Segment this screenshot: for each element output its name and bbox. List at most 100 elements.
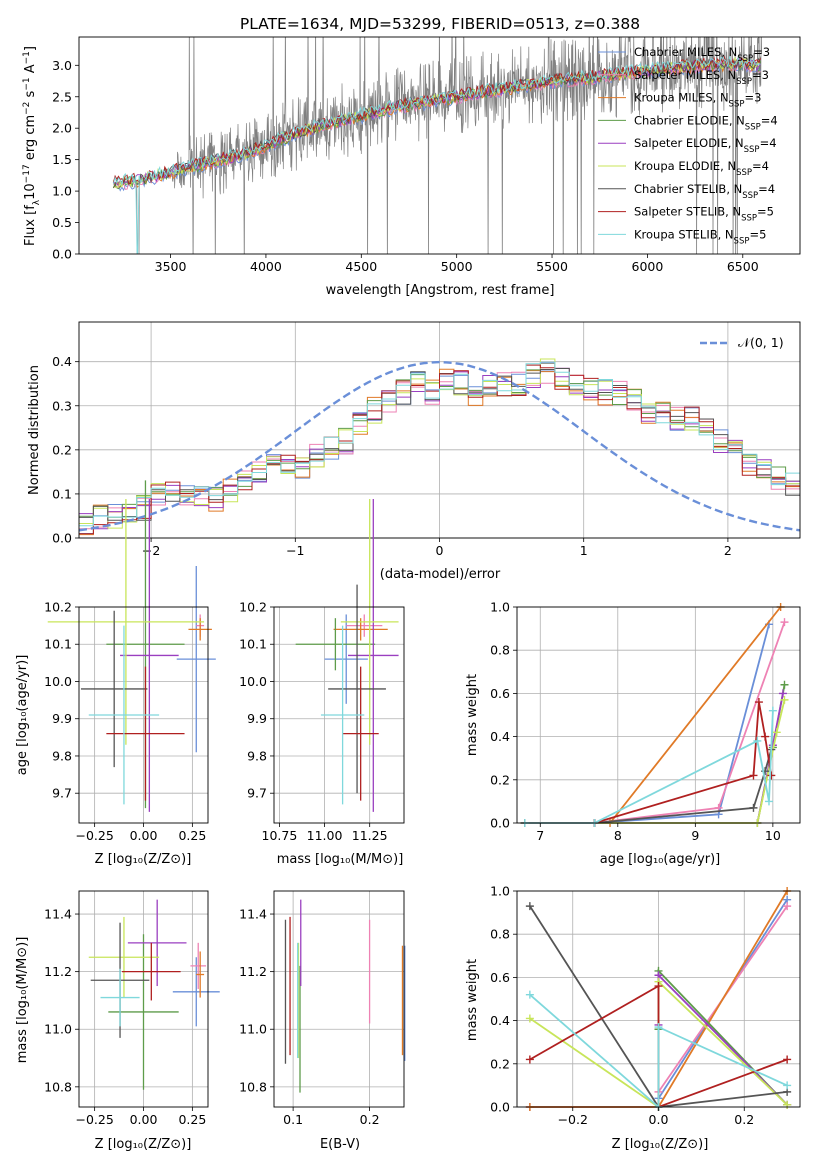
y-tick-label: 10.1 bbox=[239, 637, 267, 652]
y-tick-label: 0.2 bbox=[52, 442, 72, 457]
legend-label-1: Salpeter MILES, NSSP=3 bbox=[634, 68, 769, 87]
y-tick-label: 10.0 bbox=[44, 674, 72, 689]
weight-age-marker-3 bbox=[780, 680, 789, 689]
hist-series-8 bbox=[79, 361, 800, 538]
ylabel-part: −17 bbox=[22, 164, 32, 183]
legend-nssp: =4 bbox=[761, 113, 778, 127]
legend-nssp: =4 bbox=[752, 159, 769, 173]
y-tick-label: 3.0 bbox=[52, 58, 72, 73]
weight-z-ylabel: mass weight bbox=[465, 959, 480, 1041]
y-tick-label: 0.0 bbox=[52, 247, 72, 262]
ylabel-part: s bbox=[23, 90, 38, 101]
y-tick-label: 11.2 bbox=[44, 964, 72, 979]
age-mass-xlabel: mass [log₁₀(M/M⊙)] bbox=[277, 852, 404, 867]
spectrum-model-line-8 bbox=[112, 55, 761, 254]
y-tick-label: 0.4 bbox=[490, 729, 510, 744]
y-tick-label: 2.0 bbox=[52, 121, 72, 136]
y-tick-label: 0.8 bbox=[490, 643, 510, 658]
x-tick-label: 2 bbox=[724, 543, 732, 558]
x-tick-label: 5500 bbox=[536, 259, 568, 274]
y-tick-label: 1.0 bbox=[490, 600, 510, 615]
ylabel-part: 10 bbox=[23, 183, 38, 200]
y-tick-label: 9.7 bbox=[52, 786, 72, 801]
x-tick-label: 0.25 bbox=[178, 1112, 206, 1127]
legend-sub: SSP bbox=[745, 122, 761, 132]
y-tick-label: 0.0 bbox=[490, 1100, 510, 1115]
x-tick-label: 10 bbox=[765, 828, 781, 843]
mass-z-xlabel: Z [log₁₀(Z/Z⊙)] bbox=[95, 1137, 192, 1152]
x-tick-label: 10.75 bbox=[262, 828, 298, 843]
x-tick-label: −0.25 bbox=[75, 828, 113, 843]
y-tick-label: 0.0 bbox=[490, 816, 510, 831]
y-tick-label: 0.1 bbox=[52, 486, 72, 501]
weight-age-marker-8 bbox=[753, 736, 762, 745]
residuals-xlabel: (data-model)/error bbox=[380, 567, 501, 582]
weight-z-xlabel: Z [log₁₀(Z/Z⊙)] bbox=[612, 1137, 709, 1152]
x-tick-label: 5000 bbox=[441, 259, 473, 274]
legend-nssp: =3 bbox=[753, 45, 770, 59]
y-tick-label: 9.9 bbox=[247, 711, 267, 726]
y-tick-label: 1.0 bbox=[52, 184, 72, 199]
y-tick-label: 10.8 bbox=[239, 1079, 267, 1094]
ylabel-part: Flux [f bbox=[23, 205, 38, 246]
y-tick-label: 1.5 bbox=[52, 152, 72, 167]
y-tick-label: 10.8 bbox=[44, 1079, 72, 1094]
y-tick-label: 10.2 bbox=[239, 600, 267, 615]
legend-sub: SSP bbox=[742, 191, 758, 201]
weight-age-marker-4 bbox=[778, 689, 787, 698]
weight-age-marker-7 bbox=[761, 732, 770, 741]
legend-nssp: =5 bbox=[749, 227, 766, 241]
spectrum-model-line-0 bbox=[112, 61, 761, 192]
axes-frame bbox=[273, 606, 405, 824]
y-tick-label: 10.2 bbox=[44, 600, 72, 615]
y-tick-label: 0.3 bbox=[52, 398, 72, 413]
age-z-xlabel: Z [log₁₀(Z/Z⊙)] bbox=[95, 852, 192, 867]
y-tick-label: 9.8 bbox=[52, 748, 72, 763]
weight-z-marker-7 bbox=[525, 1055, 534, 1064]
y-tick-label: 10.0 bbox=[239, 674, 267, 689]
legend-label-text: Kroupa STELIB, N bbox=[634, 227, 734, 241]
y-tick-label: 0.8 bbox=[490, 927, 510, 942]
weight-age-marker-6 bbox=[749, 803, 758, 812]
y-tick-label: 0.4 bbox=[490, 1013, 510, 1028]
ylabel-part: −2 bbox=[22, 102, 32, 115]
ylabel-part: −1 bbox=[22, 51, 32, 64]
x-tick-label: 0.00 bbox=[130, 1112, 158, 1127]
weight-age-marker-8 bbox=[768, 706, 777, 715]
y-tick-label: 11.0 bbox=[239, 1022, 267, 1037]
weight-z-marker-8 bbox=[525, 990, 534, 999]
axes-frame bbox=[78, 36, 801, 255]
weight-z-marker-8 bbox=[783, 1081, 792, 1090]
legend-nssp: =3 bbox=[744, 91, 761, 105]
x-tick-label: 11.00 bbox=[307, 828, 343, 843]
ylabel-part: erg cm bbox=[23, 115, 38, 164]
legend-label-6: Chabrier STELIB, NSSP=4 bbox=[634, 182, 775, 201]
normal-curve bbox=[79, 360, 800, 532]
legend-label-text: Kroupa ELODIE, N bbox=[634, 159, 736, 173]
legend-sub: SSP bbox=[737, 54, 753, 64]
x-tick-label: 0.00 bbox=[130, 828, 158, 843]
weight-age-marker-5 bbox=[772, 728, 781, 737]
x-tick-label: 4500 bbox=[345, 259, 377, 274]
legend-label-2: Kroupa MILES, NSSP=3 bbox=[634, 91, 761, 110]
y-tick-label: 9.7 bbox=[247, 786, 267, 801]
x-tick-label: 0.2 bbox=[734, 1112, 754, 1127]
x-tick-label: 1 bbox=[580, 543, 588, 558]
legend-label-text: Salpeter MILES, N bbox=[634, 68, 736, 82]
legend-label-3: Chabrier ELODIE, NSSP=4 bbox=[634, 113, 778, 132]
spectrum-title: PLATE=1634, MJD=53299, FIBERID=0513, z=0… bbox=[240, 15, 640, 33]
legend-label-text: Kroupa MILES, N bbox=[634, 91, 729, 105]
x-tick-label: −2 bbox=[142, 543, 160, 558]
weight-z-marker-7 bbox=[783, 1055, 792, 1064]
ylabel-part: A bbox=[23, 64, 38, 77]
y-tick-label: 11.4 bbox=[44, 907, 72, 922]
y-tick-label: 0.4 bbox=[52, 354, 72, 369]
x-tick-label: 3500 bbox=[155, 259, 187, 274]
weight-age-marker-1 bbox=[780, 618, 789, 627]
x-tick-label: 4000 bbox=[250, 259, 282, 274]
x-tick-label: 0.1 bbox=[283, 1112, 303, 1127]
weight-z-marker-8 bbox=[654, 1023, 663, 1032]
weight-age-ylabel: mass weight bbox=[465, 674, 480, 756]
weight-z-marker-5 bbox=[783, 1100, 792, 1109]
